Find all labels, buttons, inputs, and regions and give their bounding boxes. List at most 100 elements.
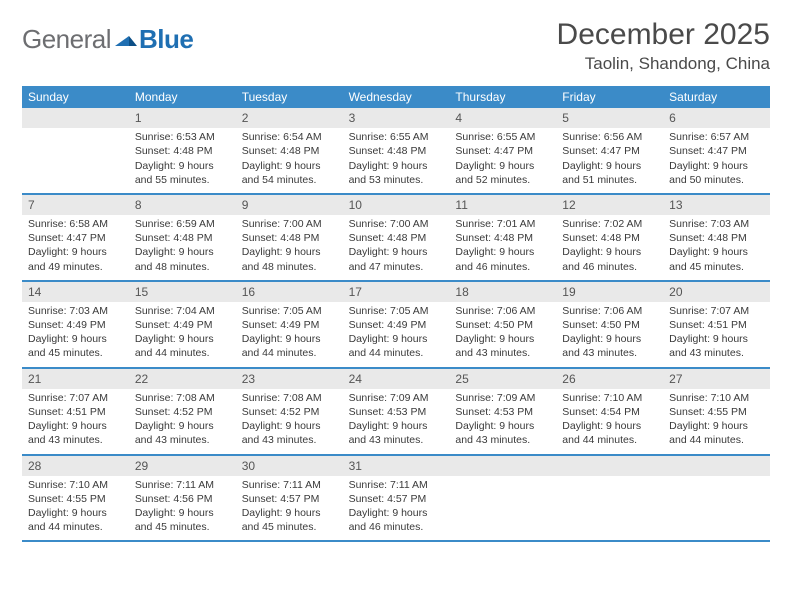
daylight-text: Daylight: 9 hours and 44 minutes. — [242, 332, 337, 360]
day-number: 2 — [236, 108, 343, 128]
day-number: 22 — [129, 369, 236, 389]
sunset-text: Sunset: 4:50 PM — [455, 318, 550, 332]
day-cell: 16Sunrise: 7:05 AMSunset: 4:49 PMDayligh… — [236, 282, 343, 367]
daylight-text: Daylight: 9 hours and 44 minutes. — [669, 419, 764, 447]
day-body: Sunrise: 7:10 AMSunset: 4:55 PMDaylight:… — [663, 389, 770, 454]
day-body: Sunrise: 7:08 AMSunset: 4:52 PMDaylight:… — [129, 389, 236, 454]
daylight-text: Daylight: 9 hours and 55 minutes. — [135, 159, 230, 187]
day-number: 31 — [343, 456, 450, 476]
weekday-header: Sunday — [22, 86, 129, 108]
day-number: 17 — [343, 282, 450, 302]
daylight-text: Daylight: 9 hours and 49 minutes. — [28, 245, 123, 273]
weekday-header: Saturday — [663, 86, 770, 108]
day-number: 14 — [22, 282, 129, 302]
sunset-text: Sunset: 4:47 PM — [455, 144, 550, 158]
day-body: Sunrise: 6:58 AMSunset: 4:47 PMDaylight:… — [22, 215, 129, 280]
sunrise-text: Sunrise: 7:09 AM — [349, 391, 444, 405]
day-body: Sunrise: 6:53 AMSunset: 4:48 PMDaylight:… — [129, 128, 236, 193]
day-cell: 13Sunrise: 7:03 AMSunset: 4:48 PMDayligh… — [663, 195, 770, 280]
page-title: December 2025 — [557, 18, 770, 52]
daylight-text: Daylight: 9 hours and 46 minutes. — [562, 245, 657, 273]
day-cell: 20Sunrise: 7:07 AMSunset: 4:51 PMDayligh… — [663, 282, 770, 367]
location-subtitle: Taolin, Shandong, China — [557, 54, 770, 74]
day-number: 6 — [663, 108, 770, 128]
daylight-text: Daylight: 9 hours and 46 minutes. — [455, 245, 550, 273]
day-body: Sunrise: 7:05 AMSunset: 4:49 PMDaylight:… — [343, 302, 450, 367]
daylight-text: Daylight: 9 hours and 48 minutes. — [242, 245, 337, 273]
logo-text-general: General — [22, 24, 111, 55]
day-cell: 22Sunrise: 7:08 AMSunset: 4:52 PMDayligh… — [129, 369, 236, 454]
day-body: Sunrise: 6:56 AMSunset: 4:47 PMDaylight:… — [556, 128, 663, 193]
sunset-text: Sunset: 4:49 PM — [135, 318, 230, 332]
sunset-text: Sunset: 4:54 PM — [562, 405, 657, 419]
daylight-text: Daylight: 9 hours and 54 minutes. — [242, 159, 337, 187]
sunset-text: Sunset: 4:51 PM — [669, 318, 764, 332]
day-number: 24 — [343, 369, 450, 389]
daylight-text: Daylight: 9 hours and 43 minutes. — [669, 332, 764, 360]
day-cell — [556, 456, 663, 541]
day-cell: 5Sunrise: 6:56 AMSunset: 4:47 PMDaylight… — [556, 108, 663, 193]
sunrise-text: Sunrise: 7:08 AM — [242, 391, 337, 405]
daylight-text: Daylight: 9 hours and 43 minutes. — [349, 419, 444, 447]
sunrise-text: Sunrise: 7:06 AM — [455, 304, 550, 318]
sunrise-text: Sunrise: 6:54 AM — [242, 130, 337, 144]
sunrise-text: Sunrise: 7:11 AM — [349, 478, 444, 492]
logo-mark-icon — [115, 28, 137, 51]
day-cell: 10Sunrise: 7:00 AMSunset: 4:48 PMDayligh… — [343, 195, 450, 280]
day-cell: 2Sunrise: 6:54 AMSunset: 4:48 PMDaylight… — [236, 108, 343, 193]
daylight-text: Daylight: 9 hours and 51 minutes. — [562, 159, 657, 187]
day-number — [556, 456, 663, 476]
sunset-text: Sunset: 4:48 PM — [135, 144, 230, 158]
day-body: Sunrise: 7:03 AMSunset: 4:48 PMDaylight:… — [663, 215, 770, 280]
daylight-text: Daylight: 9 hours and 44 minutes. — [135, 332, 230, 360]
sunset-text: Sunset: 4:53 PM — [349, 405, 444, 419]
day-cell: 1Sunrise: 6:53 AMSunset: 4:48 PMDaylight… — [129, 108, 236, 193]
sunset-text: Sunset: 4:55 PM — [28, 492, 123, 506]
day-number: 3 — [343, 108, 450, 128]
sunset-text: Sunset: 4:49 PM — [242, 318, 337, 332]
daylight-text: Daylight: 9 hours and 45 minutes. — [135, 506, 230, 534]
day-cell: 15Sunrise: 7:04 AMSunset: 4:49 PMDayligh… — [129, 282, 236, 367]
day-cell: 26Sunrise: 7:10 AMSunset: 4:54 PMDayligh… — [556, 369, 663, 454]
day-number: 8 — [129, 195, 236, 215]
day-cell — [449, 456, 556, 541]
sunrise-text: Sunrise: 7:10 AM — [669, 391, 764, 405]
day-number: 18 — [449, 282, 556, 302]
daylight-text: Daylight: 9 hours and 45 minutes. — [242, 506, 337, 534]
day-cell: 21Sunrise: 7:07 AMSunset: 4:51 PMDayligh… — [22, 369, 129, 454]
sunset-text: Sunset: 4:52 PM — [242, 405, 337, 419]
sunrise-text: Sunrise: 7:02 AM — [562, 217, 657, 231]
weekday-header: Wednesday — [343, 86, 450, 108]
day-number: 5 — [556, 108, 663, 128]
sunset-text: Sunset: 4:48 PM — [349, 231, 444, 245]
sunrise-text: Sunrise: 7:07 AM — [28, 391, 123, 405]
day-cell: 27Sunrise: 7:10 AMSunset: 4:55 PMDayligh… — [663, 369, 770, 454]
header: General Blue December 2025 Taolin, Shand… — [22, 18, 770, 74]
daylight-text: Daylight: 9 hours and 46 minutes. — [349, 506, 444, 534]
day-number: 13 — [663, 195, 770, 215]
day-body: Sunrise: 6:55 AMSunset: 4:47 PMDaylight:… — [449, 128, 556, 193]
sunrise-text: Sunrise: 6:58 AM — [28, 217, 123, 231]
day-body: Sunrise: 7:00 AMSunset: 4:48 PMDaylight:… — [236, 215, 343, 280]
sunrise-text: Sunrise: 7:09 AM — [455, 391, 550, 405]
sunrise-text: Sunrise: 6:55 AM — [349, 130, 444, 144]
sunset-text: Sunset: 4:49 PM — [28, 318, 123, 332]
sunset-text: Sunset: 4:47 PM — [562, 144, 657, 158]
day-cell: 25Sunrise: 7:09 AMSunset: 4:53 PMDayligh… — [449, 369, 556, 454]
daylight-text: Daylight: 9 hours and 47 minutes. — [349, 245, 444, 273]
day-number — [449, 456, 556, 476]
daylight-text: Daylight: 9 hours and 44 minutes. — [349, 332, 444, 360]
day-cell: 7Sunrise: 6:58 AMSunset: 4:47 PMDaylight… — [22, 195, 129, 280]
day-cell: 11Sunrise: 7:01 AMSunset: 4:48 PMDayligh… — [449, 195, 556, 280]
day-number: 15 — [129, 282, 236, 302]
day-number: 26 — [556, 369, 663, 389]
day-body: Sunrise: 7:03 AMSunset: 4:49 PMDaylight:… — [22, 302, 129, 367]
day-number: 19 — [556, 282, 663, 302]
day-number: 30 — [236, 456, 343, 476]
daylight-text: Daylight: 9 hours and 43 minutes. — [28, 419, 123, 447]
daylight-text: Daylight: 9 hours and 43 minutes. — [455, 332, 550, 360]
sunset-text: Sunset: 4:57 PM — [242, 492, 337, 506]
day-cell: 31Sunrise: 7:11 AMSunset: 4:57 PMDayligh… — [343, 456, 450, 541]
daylight-text: Daylight: 9 hours and 50 minutes. — [669, 159, 764, 187]
week-row: 7Sunrise: 6:58 AMSunset: 4:47 PMDaylight… — [22, 195, 770, 282]
